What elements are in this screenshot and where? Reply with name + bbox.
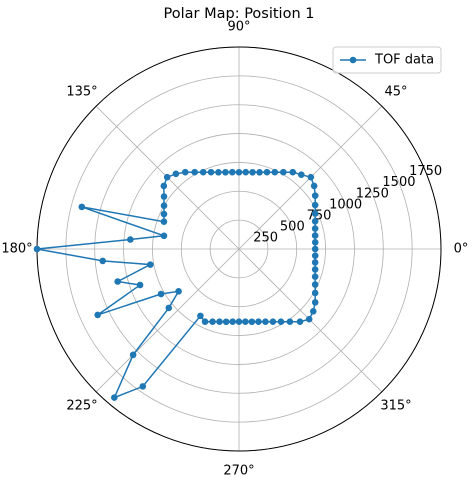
data-point	[311, 192, 319, 199]
data-point	[305, 315, 313, 323]
r-tick-label: 750	[307, 208, 332, 223]
theta-tick-label: 45°	[384, 85, 407, 100]
data-point	[222, 318, 230, 326]
data-point	[160, 232, 168, 240]
data-point	[175, 288, 182, 295]
data-point	[269, 318, 277, 326]
r-tick-label: 250	[253, 230, 278, 245]
theta-tick-label: 0°	[454, 242, 469, 257]
data-point	[263, 168, 271, 176]
data-point	[311, 201, 319, 209]
data-point	[160, 210, 168, 218]
data-point	[289, 168, 297, 176]
data-point	[209, 318, 216, 325]
data-point	[311, 281, 319, 288]
data-point	[280, 168, 287, 176]
data-point	[310, 182, 318, 190]
data-point	[216, 318, 223, 325]
theta-tick-label: 225°	[66, 398, 97, 413]
data-point	[309, 308, 317, 315]
theta-tick-label: 180°	[1, 242, 32, 257]
data-point	[311, 266, 319, 273]
data-point	[160, 218, 168, 225]
data-point	[165, 304, 173, 312]
data-point	[215, 168, 222, 176]
data-point	[255, 318, 262, 325]
data-point	[111, 394, 118, 401]
data-point	[311, 245, 319, 253]
data-point	[311, 232, 319, 239]
data-point	[311, 299, 319, 306]
data-point	[78, 203, 86, 211]
data-point	[181, 168, 189, 176]
theta-tick-label: 315°	[380, 398, 411, 413]
data-point	[207, 168, 215, 176]
data-point	[307, 173, 315, 181]
data-point	[298, 171, 305, 179]
r-tick-label: 1750	[409, 164, 442, 179]
r-tick-label: 1500	[382, 175, 415, 190]
legend-box	[332, 46, 442, 74]
data-point	[99, 257, 107, 265]
data-point	[172, 170, 180, 178]
grid-spoke	[95, 248, 240, 393]
legend-marker	[349, 56, 357, 64]
data-point	[311, 259, 319, 266]
data-point	[157, 290, 165, 298]
data-point	[114, 278, 121, 285]
data-point	[94, 311, 101, 319]
chart-title: Polar Map: Position 1	[164, 6, 315, 22]
data-point	[197, 312, 204, 320]
data-point	[296, 318, 304, 325]
data-point	[242, 168, 250, 176]
data-point	[129, 351, 137, 359]
data-point	[191, 168, 198, 176]
data-point	[311, 239, 319, 246]
data-point	[147, 261, 154, 268]
r-tick-label: 500	[280, 219, 305, 234]
data-point	[277, 318, 285, 325]
theta-tick-label: 90°	[227, 20, 250, 35]
data-point	[160, 202, 168, 210]
data-point	[228, 168, 236, 176]
data-point	[136, 281, 144, 289]
data-point	[199, 168, 207, 176]
data-point	[229, 318, 236, 325]
data-point	[311, 217, 319, 225]
data-point	[160, 182, 168, 190]
data-point	[311, 210, 319, 217]
data-point	[262, 318, 269, 325]
r-tick-label: 1000	[329, 197, 362, 212]
data-point	[160, 193, 168, 200]
data-point	[163, 173, 171, 181]
data-point	[127, 236, 134, 243]
data-point	[235, 318, 243, 326]
legend-label: TOF data	[374, 53, 434, 68]
r-tick-label: 1250	[356, 186, 389, 201]
data-point	[235, 168, 243, 176]
data-point	[222, 168, 229, 176]
data-point	[311, 289, 319, 297]
data-point	[249, 168, 256, 176]
data-point	[139, 383, 147, 390]
data-point	[271, 168, 279, 176]
data-point	[311, 273, 319, 281]
data-point	[201, 318, 209, 326]
theta-tick-label: 270°	[223, 464, 254, 479]
data-point	[286, 318, 294, 326]
data-point	[242, 318, 249, 325]
theta-tick-label: 135°	[66, 85, 97, 100]
data-point	[311, 225, 319, 232]
data-point	[248, 318, 256, 326]
data-point	[33, 245, 41, 253]
data-point	[256, 168, 263, 176]
data-point	[311, 252, 319, 259]
